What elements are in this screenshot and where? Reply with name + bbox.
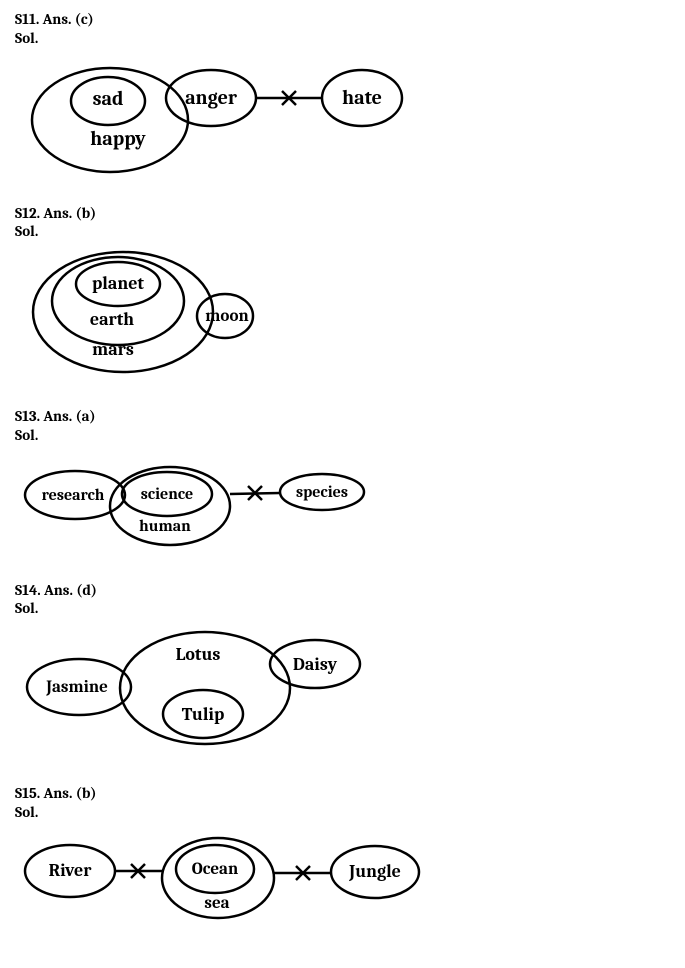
answer-heading: S13. Ans. (a) xyxy=(15,407,670,426)
sol-label: Sol. xyxy=(15,222,670,241)
venn-label: anger xyxy=(185,86,238,109)
venn-label: Tulip xyxy=(182,704,225,725)
venn-label: Daisy xyxy=(293,654,338,675)
solution-11: S11. Ans. (c) Sol. sad happy anger hate xyxy=(15,10,670,182)
diagram-13: research science human species xyxy=(15,449,670,559)
venn-label: human xyxy=(139,517,191,535)
diagram-15: River Ocean sea Jungle xyxy=(15,826,670,936)
venn-label: mars xyxy=(92,339,134,360)
sol-label: Sol. xyxy=(15,29,670,48)
answer-heading: S14. Ans. (d) xyxy=(15,581,670,600)
venn-label: hate xyxy=(342,86,382,109)
venn-label: earth xyxy=(90,309,134,330)
venn-svg: River Ocean sea Jungle xyxy=(15,826,455,936)
venn-label: Jasmine xyxy=(45,678,108,697)
venn-svg: research science human species xyxy=(15,449,435,559)
venn-label: Lotus xyxy=(176,644,221,665)
venn-ellipse xyxy=(32,68,188,172)
venn-label: moon xyxy=(205,307,248,326)
venn-svg: sad happy anger hate xyxy=(15,52,435,182)
answer-heading: S11. Ans. (c) xyxy=(15,10,670,29)
diagram-12: planet earth mars moon xyxy=(15,245,670,385)
venn-label: science xyxy=(141,485,193,503)
venn-label: sea xyxy=(204,894,229,913)
diagram-11: sad happy anger hate xyxy=(15,52,670,182)
sol-label: Sol. xyxy=(15,426,670,445)
venn-label: Ocean xyxy=(192,860,238,879)
venn-label: species xyxy=(296,483,348,501)
solution-12: S12. Ans. (b) Sol. planet earth mars moon xyxy=(15,204,670,386)
answer-heading: S12. Ans. (b) xyxy=(15,204,670,223)
venn-ellipse xyxy=(52,257,184,345)
solution-13: S13. Ans. (a) Sol. research science human s… xyxy=(15,407,670,559)
venn-label: River xyxy=(49,860,93,881)
sol-label: Sol. xyxy=(15,599,670,618)
venn-svg: planet earth mars moon xyxy=(15,245,355,385)
venn-label: happy xyxy=(90,127,146,150)
venn-label: Jungle xyxy=(348,861,401,882)
answer-heading: S15. Ans. (b) xyxy=(15,784,670,803)
diagram-14: Jasmine Lotus Tulip Daisy xyxy=(15,622,670,762)
venn-label: research xyxy=(42,486,105,504)
venn-label: sad xyxy=(93,87,124,110)
sol-label: Sol. xyxy=(15,803,670,822)
solution-14: S14. Ans. (d) Sol. Jasmine Lotus Tulip Dais… xyxy=(15,581,670,763)
venn-label: planet xyxy=(92,273,144,294)
venn-svg: Jasmine Lotus Tulip Daisy xyxy=(15,622,435,762)
solution-15: S15. Ans. (b) Sol. River Ocean sea Jungle xyxy=(15,784,670,936)
